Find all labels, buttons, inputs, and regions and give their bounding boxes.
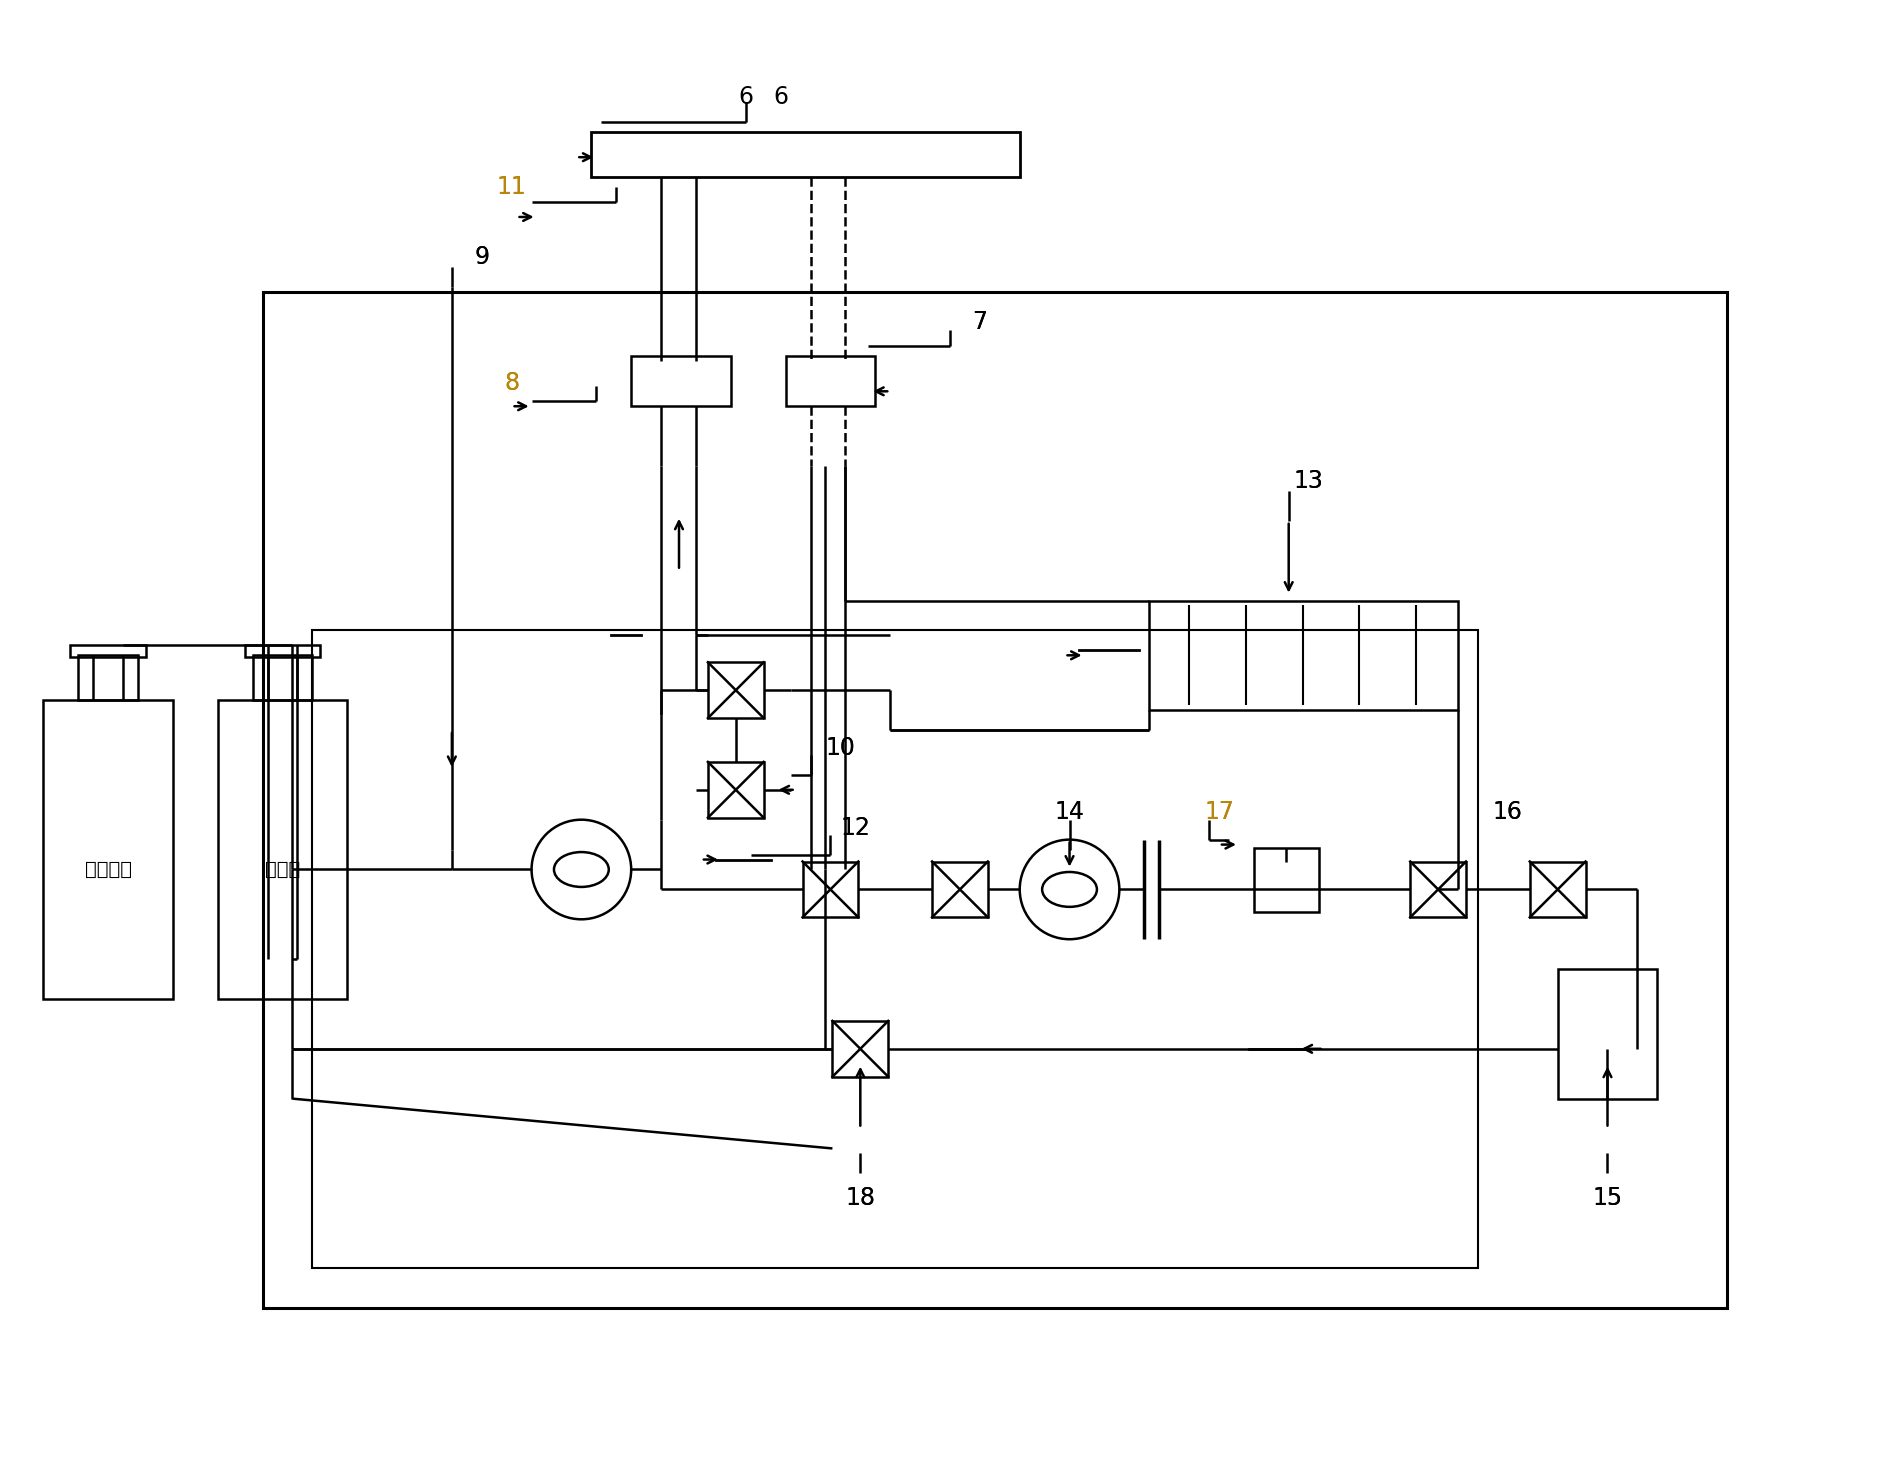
Text: 18: 18 [844, 1187, 875, 1210]
Bar [803, 861, 858, 917]
Text: 17: 17 [1203, 800, 1234, 824]
Text: 11: 11 [497, 175, 527, 199]
Text: 16: 16 [1492, 800, 1523, 824]
Text: 6: 6 [773, 85, 788, 109]
Text: 12: 12 [841, 815, 869, 840]
Text: 15: 15 [1592, 1187, 1621, 1210]
Text: 8: 8 [504, 371, 519, 395]
Bar [244, 646, 321, 657]
Bar [786, 357, 875, 407]
Text: 7: 7 [971, 310, 986, 333]
Bar [1149, 600, 1456, 710]
Bar [217, 700, 348, 999]
Text: 6: 6 [739, 85, 754, 109]
Bar [70, 646, 145, 657]
Bar [1528, 861, 1585, 917]
Bar [312, 631, 1477, 1268]
Bar [1557, 968, 1657, 1098]
Text: 15: 15 [1592, 1187, 1621, 1210]
Bar [1409, 861, 1466, 917]
Bar [43, 700, 172, 999]
Text: 13: 13 [1292, 469, 1322, 492]
Text: 清洗液瓶: 清洗液瓶 [85, 859, 132, 879]
Text: 9: 9 [474, 245, 489, 268]
Bar [77, 656, 138, 700]
Text: 11: 11 [497, 175, 527, 199]
Bar [708, 762, 763, 818]
Bar [253, 656, 312, 700]
Text: 14: 14 [1054, 800, 1084, 824]
Bar [1252, 848, 1319, 912]
Text: 13: 13 [1292, 469, 1322, 492]
Bar [263, 292, 1727, 1307]
Text: 10: 10 [825, 736, 856, 761]
Text: 14: 14 [1054, 800, 1084, 824]
Bar [831, 1021, 888, 1076]
Bar [708, 662, 763, 718]
Text: 12: 12 [841, 815, 869, 840]
Bar [631, 357, 731, 407]
Text: 废液瓶: 废液瓶 [264, 859, 300, 879]
Bar [591, 133, 1020, 177]
Text: 16: 16 [1492, 800, 1523, 824]
Text: 8: 8 [504, 371, 519, 395]
Text: 9: 9 [474, 245, 489, 268]
Text: 10: 10 [825, 736, 856, 761]
Text: 18: 18 [844, 1187, 875, 1210]
Bar [931, 861, 988, 917]
Text: 7: 7 [971, 310, 986, 333]
Text: 17: 17 [1203, 800, 1234, 824]
